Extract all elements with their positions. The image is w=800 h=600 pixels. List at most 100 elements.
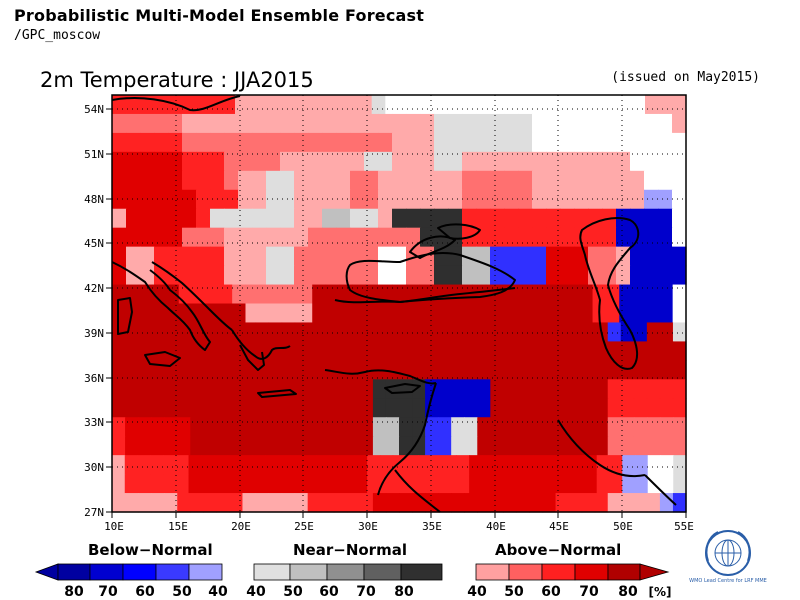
grid-cell <box>456 474 470 494</box>
grid-cell <box>448 208 463 229</box>
grid-cell <box>588 189 603 210</box>
grid-cell <box>252 132 267 153</box>
grid-cell <box>359 398 374 418</box>
grid-cell <box>472 303 487 324</box>
grid-cell <box>330 95 345 115</box>
grid-cell <box>210 132 225 153</box>
grid-cell <box>516 493 531 513</box>
grid-cell <box>568 493 583 513</box>
grid-cell <box>294 341 309 361</box>
grid-cell <box>622 474 636 494</box>
grid-cell <box>620 493 635 513</box>
grid-cell <box>518 265 533 286</box>
grid-cell <box>555 493 570 513</box>
grid-cell <box>359 417 374 437</box>
grid-cell <box>616 227 631 248</box>
grid-cell <box>659 436 674 456</box>
grid-cell <box>594 398 609 418</box>
grid-cell <box>477 360 491 380</box>
grid-cell <box>196 170 211 191</box>
grid-cell <box>448 170 463 191</box>
grid-cell <box>385 341 400 361</box>
grid-cell <box>333 436 348 456</box>
grid-cell <box>294 265 309 286</box>
grid-cell <box>451 341 465 361</box>
grid-cell <box>588 132 603 153</box>
grid-cell <box>151 417 165 437</box>
grid-cell <box>354 474 368 494</box>
grid-cell <box>255 436 270 456</box>
grid-cell <box>255 360 270 380</box>
grid-cell <box>588 151 603 172</box>
grid-cell <box>190 436 204 456</box>
grid-cell <box>462 189 477 210</box>
grid-cell <box>294 208 309 229</box>
grid-cell <box>644 113 659 134</box>
grid-cell <box>177 360 191 380</box>
grid-cell <box>518 151 533 172</box>
grid-cell <box>430 455 445 475</box>
grid-cell <box>325 303 340 324</box>
grid-cell <box>152 303 166 324</box>
grid-cell <box>565 284 580 305</box>
grid-cell <box>341 455 355 475</box>
turkey-north <box>334 287 516 304</box>
grid-cell <box>196 265 211 286</box>
grid-cell <box>333 417 348 437</box>
grid-cell <box>307 360 322 380</box>
grid-cell <box>124 455 139 475</box>
grid-cell <box>659 398 674 418</box>
grid-cell <box>448 189 463 210</box>
grid-cell <box>560 189 575 210</box>
grid-cell <box>276 95 291 115</box>
grid-cell <box>503 493 518 513</box>
grid-cell <box>266 113 281 134</box>
grid-cell <box>350 227 365 248</box>
grid-cell <box>112 341 126 361</box>
grid-cell <box>672 246 687 267</box>
grid-cell <box>490 227 505 248</box>
grid-cell <box>630 113 645 134</box>
grid-cell <box>434 265 449 286</box>
legend-near-title: Near−Normal <box>293 541 407 559</box>
grid-cell <box>490 246 505 267</box>
grid-cell <box>529 436 544 456</box>
grid-cell <box>125 95 140 115</box>
grid-cell <box>504 189 519 210</box>
grid-cell <box>602 151 617 172</box>
grid-cell <box>196 151 211 172</box>
grid-cell <box>307 322 322 342</box>
grid-cell <box>418 455 432 475</box>
grid-cell <box>154 132 169 153</box>
grid-cell <box>477 322 491 342</box>
grid-cell <box>477 436 491 456</box>
grid-cell <box>152 284 166 305</box>
grid-cell <box>168 132 183 153</box>
grid-cell <box>298 284 313 305</box>
grid-cell <box>242 360 257 380</box>
grid-cell <box>138 322 152 342</box>
grid-cell <box>328 474 343 494</box>
grid-cell <box>658 113 673 134</box>
grid-cell <box>412 95 427 115</box>
grid-cell <box>245 284 260 305</box>
grid-cell <box>168 113 183 134</box>
grid-cell <box>320 436 335 456</box>
grid-cell <box>294 322 309 342</box>
grid-cell <box>164 341 178 361</box>
grid-cell <box>177 493 191 513</box>
grid-cell <box>294 132 309 153</box>
grid-cell <box>303 455 317 475</box>
grid-cell <box>229 322 244 342</box>
grid-cell <box>294 189 309 210</box>
grid-cell <box>420 113 435 134</box>
grid-cell <box>630 132 645 153</box>
grid-cell <box>268 398 283 418</box>
grid-cell <box>574 208 589 229</box>
grid-cell <box>125 360 139 380</box>
grid-cell <box>238 227 253 248</box>
adriatic-coast <box>151 261 233 331</box>
grid-cell <box>469 455 483 475</box>
grid-cell <box>434 170 449 191</box>
grid-cell <box>163 455 177 475</box>
